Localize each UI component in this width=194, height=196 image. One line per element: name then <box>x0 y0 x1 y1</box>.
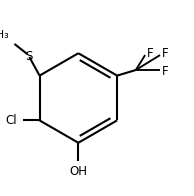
Text: CH₃: CH₃ <box>0 30 9 40</box>
Text: F: F <box>147 47 154 60</box>
Text: Cl: Cl <box>6 114 17 127</box>
Text: F: F <box>162 65 169 78</box>
Text: OH: OH <box>69 165 87 178</box>
Text: S: S <box>26 50 33 64</box>
Text: F: F <box>162 47 169 60</box>
